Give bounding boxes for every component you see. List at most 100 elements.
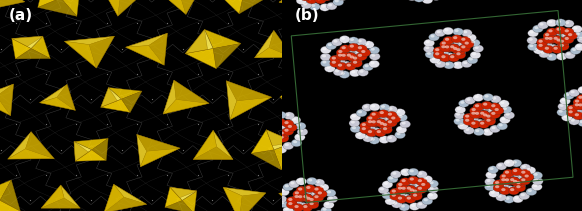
Circle shape bbox=[570, 119, 574, 122]
Circle shape bbox=[513, 161, 517, 164]
Circle shape bbox=[473, 45, 484, 52]
Circle shape bbox=[300, 0, 311, 1]
Circle shape bbox=[324, 201, 334, 209]
Circle shape bbox=[391, 116, 395, 119]
Circle shape bbox=[502, 174, 506, 177]
Circle shape bbox=[275, 122, 283, 128]
Circle shape bbox=[326, 42, 337, 50]
Polygon shape bbox=[12, 36, 43, 46]
Polygon shape bbox=[101, 88, 122, 107]
Circle shape bbox=[558, 38, 569, 46]
Circle shape bbox=[282, 129, 290, 135]
Polygon shape bbox=[0, 0, 25, 11]
Circle shape bbox=[240, 57, 243, 59]
Circle shape bbox=[574, 108, 582, 114]
Circle shape bbox=[565, 21, 569, 24]
Circle shape bbox=[286, 113, 290, 116]
Circle shape bbox=[327, 66, 331, 69]
Circle shape bbox=[453, 47, 457, 50]
Circle shape bbox=[433, 51, 445, 59]
Circle shape bbox=[219, 67, 230, 75]
Circle shape bbox=[495, 185, 499, 188]
Circle shape bbox=[384, 116, 392, 122]
Circle shape bbox=[457, 107, 461, 110]
Circle shape bbox=[360, 70, 364, 73]
Polygon shape bbox=[378, 139, 395, 166]
Circle shape bbox=[466, 34, 477, 42]
Circle shape bbox=[558, 42, 569, 50]
Circle shape bbox=[418, 203, 423, 206]
Circle shape bbox=[513, 169, 517, 172]
Circle shape bbox=[439, 54, 450, 62]
Circle shape bbox=[453, 61, 463, 69]
Polygon shape bbox=[122, 91, 142, 112]
Circle shape bbox=[352, 70, 356, 73]
Circle shape bbox=[221, 51, 232, 59]
Circle shape bbox=[371, 120, 376, 123]
Circle shape bbox=[341, 72, 345, 75]
Circle shape bbox=[254, 64, 257, 66]
Polygon shape bbox=[65, 36, 115, 45]
Circle shape bbox=[506, 172, 514, 177]
Circle shape bbox=[459, 123, 463, 126]
Circle shape bbox=[529, 44, 534, 47]
Circle shape bbox=[282, 134, 285, 137]
Circle shape bbox=[477, 120, 480, 122]
Circle shape bbox=[429, 193, 433, 196]
Circle shape bbox=[359, 49, 371, 57]
Circle shape bbox=[489, 112, 498, 118]
Polygon shape bbox=[346, 96, 390, 112]
Circle shape bbox=[463, 61, 467, 64]
Circle shape bbox=[416, 187, 424, 193]
Circle shape bbox=[416, 201, 427, 209]
Polygon shape bbox=[165, 200, 194, 211]
Circle shape bbox=[461, 38, 466, 41]
Polygon shape bbox=[363, 185, 389, 202]
Polygon shape bbox=[0, 200, 20, 211]
Circle shape bbox=[365, 120, 374, 126]
Circle shape bbox=[505, 178, 509, 181]
Circle shape bbox=[443, 61, 455, 69]
Circle shape bbox=[313, 186, 324, 194]
Circle shape bbox=[236, 78, 247, 86]
Circle shape bbox=[538, 44, 543, 47]
Circle shape bbox=[409, 203, 420, 210]
Circle shape bbox=[527, 168, 531, 171]
Polygon shape bbox=[8, 149, 54, 159]
Circle shape bbox=[573, 98, 582, 106]
Circle shape bbox=[538, 40, 543, 43]
Circle shape bbox=[235, 58, 239, 61]
Circle shape bbox=[360, 126, 371, 134]
Circle shape bbox=[519, 184, 522, 186]
Circle shape bbox=[492, 97, 496, 100]
Circle shape bbox=[312, 192, 315, 194]
Circle shape bbox=[386, 120, 394, 126]
Circle shape bbox=[469, 112, 477, 118]
Circle shape bbox=[489, 125, 501, 133]
Circle shape bbox=[271, 137, 283, 145]
Circle shape bbox=[576, 100, 579, 103]
Circle shape bbox=[340, 45, 351, 53]
Circle shape bbox=[352, 115, 356, 118]
Circle shape bbox=[498, 100, 509, 107]
Circle shape bbox=[314, 196, 317, 199]
Circle shape bbox=[451, 46, 463, 54]
Circle shape bbox=[577, 45, 581, 47]
Circle shape bbox=[563, 28, 574, 36]
Circle shape bbox=[566, 105, 578, 113]
Circle shape bbox=[358, 54, 362, 57]
Circle shape bbox=[398, 187, 402, 190]
Circle shape bbox=[546, 28, 558, 36]
Circle shape bbox=[246, 69, 254, 75]
Circle shape bbox=[286, 124, 297, 131]
Circle shape bbox=[445, 63, 449, 66]
Circle shape bbox=[356, 54, 364, 60]
Circle shape bbox=[235, 62, 239, 65]
Circle shape bbox=[491, 104, 495, 107]
Polygon shape bbox=[326, 26, 363, 54]
Circle shape bbox=[531, 183, 542, 191]
Circle shape bbox=[385, 126, 388, 128]
Circle shape bbox=[283, 206, 294, 211]
Circle shape bbox=[268, 121, 272, 124]
Circle shape bbox=[335, 47, 364, 67]
